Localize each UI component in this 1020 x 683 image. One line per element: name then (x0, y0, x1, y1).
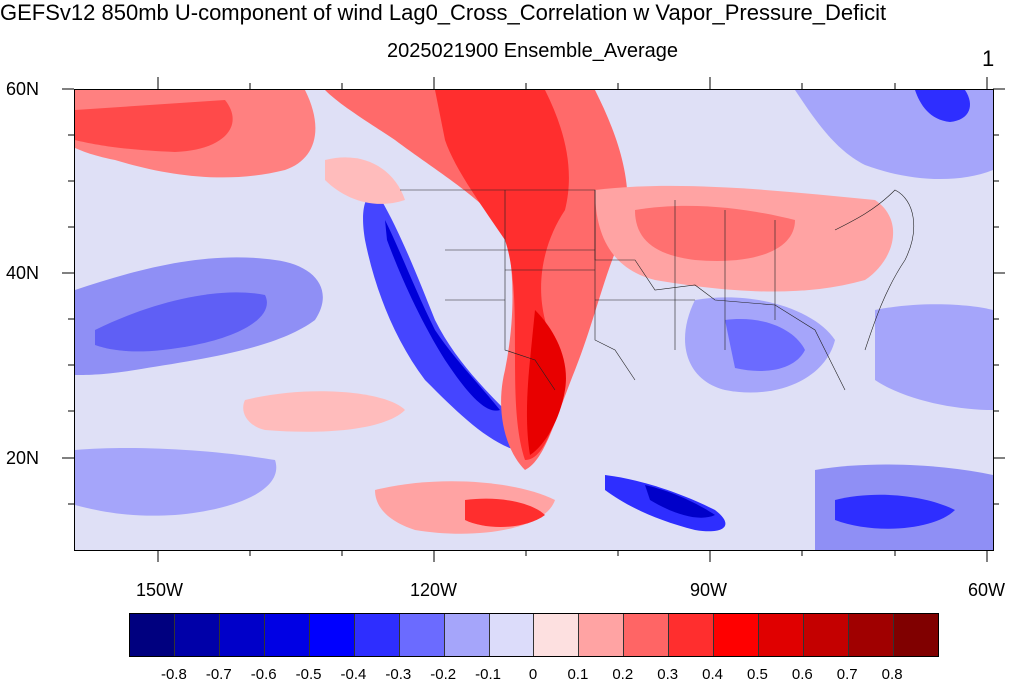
colorbar-swatch (624, 614, 670, 656)
colorbar-label: 0 (528, 666, 538, 683)
colorbar-swatch (264, 614, 310, 656)
colorbar-swatch (354, 614, 400, 656)
colorbar-swatch (309, 614, 355, 656)
colorbar-label: -0.2 (430, 666, 457, 683)
colorbar-swatch (669, 614, 715, 656)
lat-label-40n: 40N (6, 263, 40, 283)
colorbar-swatch (804, 614, 849, 656)
lon-label-120w: 120W (410, 580, 458, 600)
colorbar-label: 0.6 (791, 666, 813, 683)
colorbar-label: -0.6 (250, 666, 277, 683)
lon-label-90w: 90W (690, 580, 728, 600)
lon-label-150w: 150W (136, 580, 184, 600)
colorbar-label: 0.4 (702, 666, 723, 683)
colorbar-label: 0.5 (747, 666, 768, 683)
figure-subtitle: 2025021900 Ensemble_Average (387, 40, 678, 62)
colorbar-label: 0.2 (612, 666, 634, 683)
colorbar-label: 0.3 (657, 666, 679, 683)
corner-label: 1 (982, 46, 995, 71)
colorbar (129, 613, 939, 657)
colorbar-label: -0.3 (385, 666, 412, 683)
colorbar-swatch (534, 614, 580, 656)
colorbar-label: 0.8 (881, 666, 903, 683)
colorbar-swatch (219, 614, 265, 656)
correlation-map (74, 89, 994, 551)
colorbar-swatch (579, 614, 625, 656)
colorbar-label: -0.4 (340, 666, 367, 683)
colorbar-swatch (444, 614, 490, 656)
colorbar-label: -0.5 (295, 666, 322, 683)
colorbar-swatch (399, 614, 445, 656)
colorbar-swatch (130, 614, 175, 656)
colorbar-swatch (489, 614, 535, 656)
lat-label-20n: 20N (6, 448, 40, 468)
colorbar-swatch (174, 614, 220, 656)
lon-label-60w: 60W (968, 580, 1006, 600)
colorbar-label: -0.7 (205, 666, 232, 683)
map-canvas (75, 90, 993, 550)
colorbar-swatch (849, 614, 894, 656)
figure-title: GEFSv12 850mb U-component of wind Lag0_C… (0, 0, 887, 25)
colorbar-swatch (893, 614, 938, 656)
colorbar-label: -0.1 (475, 666, 502, 683)
colorbar-swatch (714, 614, 760, 656)
colorbar-label: 0.7 (836, 666, 858, 683)
colorbar-label: 0.1 (567, 666, 589, 683)
colorbar-swatch (759, 614, 805, 656)
lat-label-60n: 60N (6, 79, 40, 99)
colorbar-label: -0.8 (160, 666, 187, 683)
